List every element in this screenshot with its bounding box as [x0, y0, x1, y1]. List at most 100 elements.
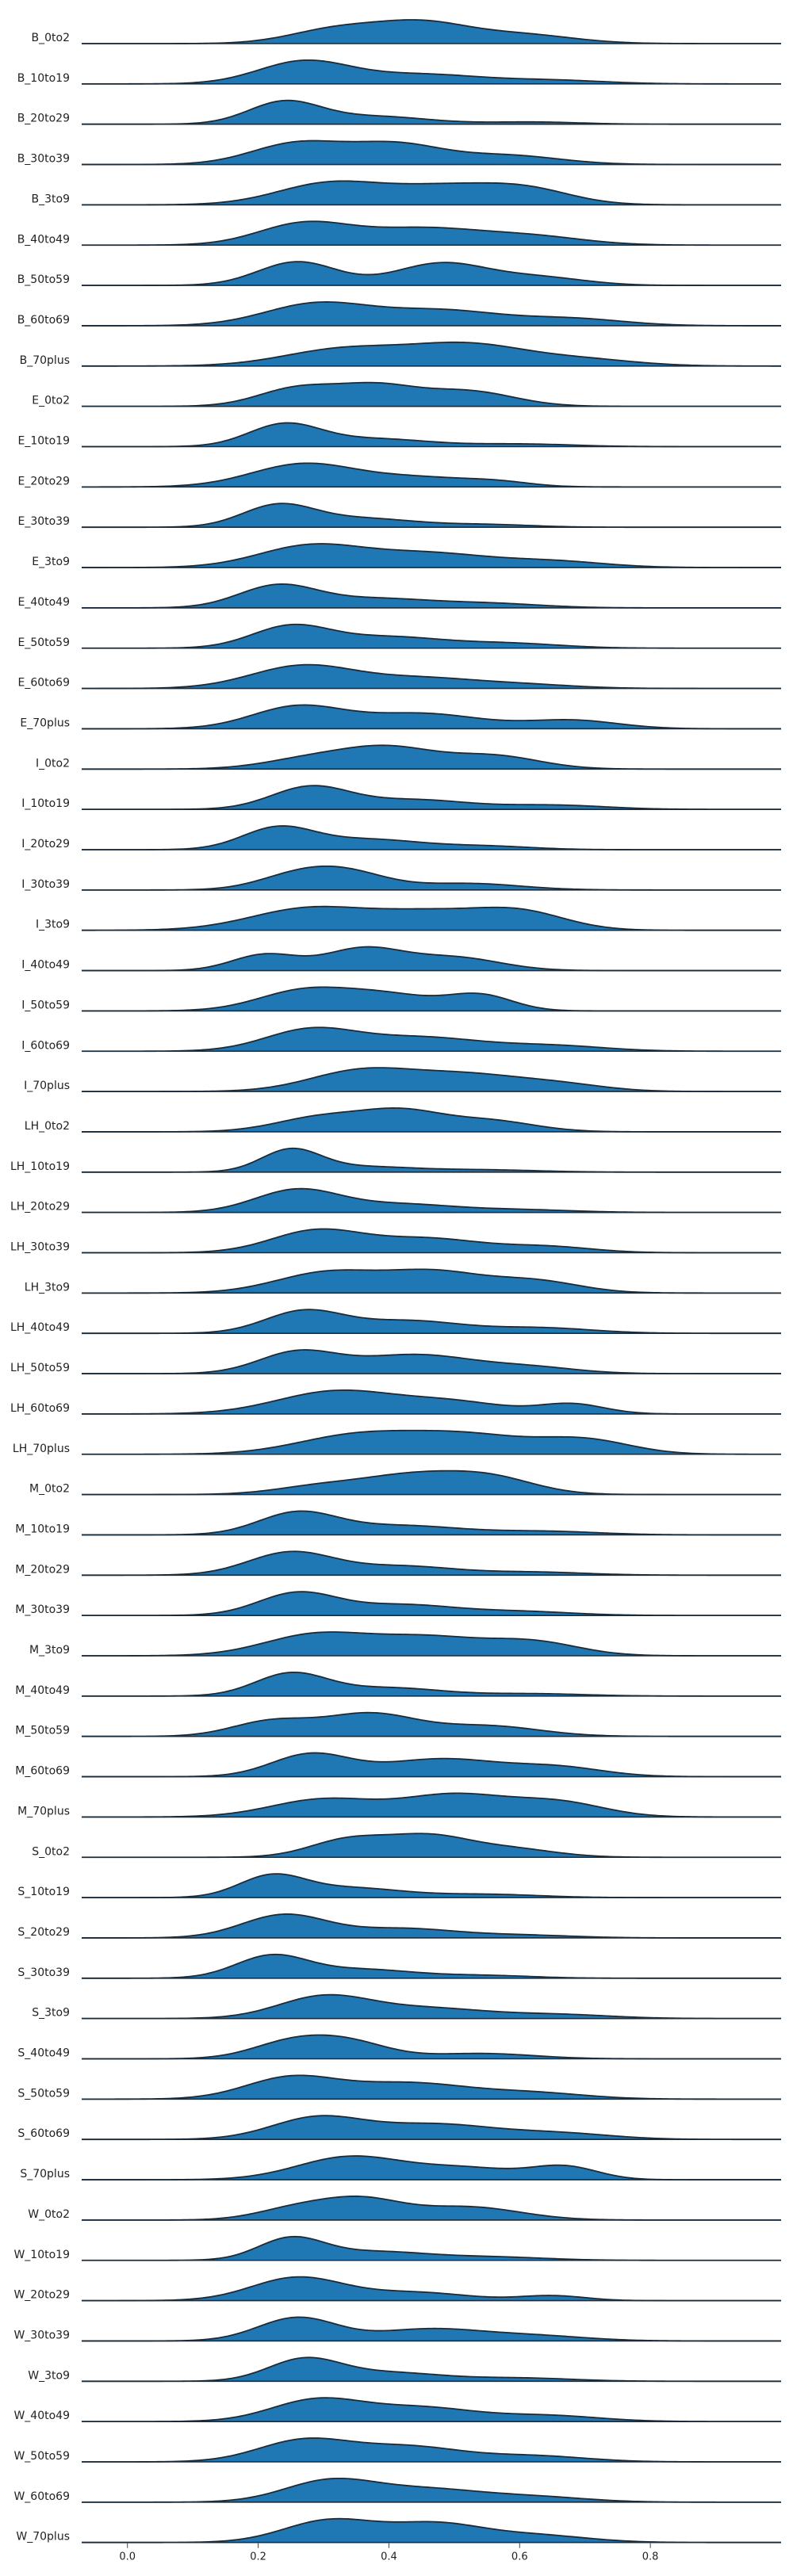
row-label: E_30to39	[17, 515, 70, 528]
ridge-row: I_30to39	[21, 865, 781, 891]
ridge-area	[82, 2035, 781, 2059]
ridge-area	[82, 705, 781, 729]
row-label: B_10to19	[17, 72, 70, 85]
ridge-row: B_70plus	[20, 341, 781, 367]
row-label: M_70plus	[17, 1805, 70, 1817]
ridge-row: E_60to69	[17, 663, 781, 690]
ridge-area	[82, 946, 781, 971]
ridge-area	[82, 866, 781, 890]
ridge-row: B_3to9	[32, 180, 781, 205]
ridge-area	[82, 503, 781, 528]
ridge-row: B_20to29	[17, 99, 781, 125]
ridge-row: B_40to49	[17, 220, 781, 246]
ridge-row: B_10to19	[17, 59, 781, 85]
ridge-row: B_30to39	[17, 140, 781, 166]
row-label: B_0to2	[32, 32, 70, 44]
row-label: B_50to59	[17, 273, 70, 286]
ridge-area	[82, 2196, 781, 2220]
ridge-row: LH_20to29	[10, 1187, 781, 1213]
ridge-area	[82, 826, 781, 850]
row-label: B_30to39	[17, 153, 70, 166]
row-label: LH_10to19	[10, 1160, 70, 1173]
ridge-area	[82, 181, 781, 205]
x-tick-label: 0.6	[511, 2551, 528, 2563]
x-tick-label: 0.4	[381, 2551, 397, 2563]
ridge-area	[82, 59, 781, 84]
row-label: I_20to29	[21, 838, 70, 850]
ridge-area	[82, 2478, 781, 2502]
ridge-row: B_0to2	[32, 19, 781, 44]
row-label: I_40to49	[21, 959, 70, 972]
ridge-area	[82, 1874, 781, 1898]
ridge-row: LH_50to59	[10, 1349, 781, 1374]
ridge-area	[82, 301, 781, 326]
ridge-area	[82, 1269, 781, 1294]
ridge-row: LH_30to39	[10, 1228, 781, 1254]
x-tick-label: 0.2	[250, 2551, 266, 2563]
row-label: M_0to2	[29, 1483, 70, 1496]
x-tick-label: 0.8	[642, 2551, 659, 2563]
ridge-area	[82, 1833, 781, 1858]
ridge-area	[82, 463, 781, 487]
row-label: S_70plus	[20, 2168, 70, 2180]
ridge-area	[82, 2156, 781, 2180]
row-label: LH_20to29	[10, 1201, 70, 1213]
ridge-row: M_20to29	[15, 1550, 781, 1576]
ridge-row: LH_10to19	[10, 1147, 781, 1173]
ridge-row: M_60to69	[15, 1752, 781, 1778]
ridge-row: S_30to39	[17, 1953, 781, 1979]
row-label: E_10to19	[17, 435, 70, 448]
ridge-area	[82, 987, 781, 1011]
row-label: S_30to39	[17, 1966, 70, 1979]
row-label: LH_50to59	[10, 1362, 70, 1374]
row-label: W_60to69	[13, 2490, 70, 2503]
ridge-area	[82, 906, 781, 931]
ridge-area	[82, 1148, 781, 1172]
ridge-area	[82, 262, 781, 286]
ridge-area	[82, 1389, 781, 1414]
row-label: LH_60to69	[10, 1402, 70, 1415]
ridge-area	[82, 544, 781, 568]
ridge-row: E_3to9	[32, 543, 781, 568]
ridge-row: I_70plus	[24, 1067, 781, 1092]
ridge-row: LH_3to9	[25, 1268, 781, 1294]
row-label: S_10to19	[17, 1886, 70, 1898]
ridge-area	[82, 1511, 781, 1535]
ridge-row: W_10to19	[13, 2235, 781, 2261]
ridge-row: W_50to59	[13, 2437, 781, 2463]
row-label: I_30to39	[21, 878, 70, 891]
ridges-group: B_0to2 B_10to19 B_20to29 B_30to39 B_3to9 B_40…	[10, 19, 781, 2544]
ridge-area	[82, 1350, 781, 1374]
ridge-row: E_20to29	[17, 462, 781, 487]
ridge-row: E_40to49	[17, 583, 781, 609]
row-label: M_50to59	[15, 1725, 70, 1737]
row-label: S_3to9	[32, 2007, 70, 2020]
row-label: LH_40to49	[10, 1321, 70, 1334]
ridge-row: M_70plus	[17, 1792, 781, 1817]
row-label: W_40to49	[13, 2410, 70, 2422]
row-label: E_20to29	[17, 475, 70, 487]
ridge-row: S_20to29	[17, 1913, 781, 1939]
row-label: W_20to29	[13, 2289, 70, 2302]
ridge-row: I_50to59	[21, 986, 781, 1011]
ridge-area	[82, 1632, 781, 1656]
ridge-area	[82, 1027, 781, 1052]
row-label: S_40to49	[17, 2047, 70, 2060]
ridge-row: W_30to39	[13, 2316, 781, 2341]
x-tick-label: 0.0	[119, 2551, 136, 2563]
ridge-row: LH_0to2	[25, 1107, 781, 1133]
ridge-area	[82, 2357, 781, 2382]
row-label: W_10to19	[13, 2249, 70, 2261]
ridge-outline	[82, 1147, 781, 1173]
row-label: I_70plus	[24, 1080, 70, 1092]
ridge-area	[82, 1430, 781, 1454]
row-label: B_70plus	[20, 354, 70, 367]
ridge-row: I_60to69	[21, 1026, 781, 1052]
row-label: W_0to2	[28, 2208, 70, 2221]
ridge-row: S_60to69	[17, 2115, 781, 2140]
row-label: I_50to59	[21, 999, 70, 1011]
row-label: B_40to49	[17, 233, 70, 246]
ridge-area	[82, 2276, 781, 2301]
ridge-outline	[82, 301, 781, 327]
